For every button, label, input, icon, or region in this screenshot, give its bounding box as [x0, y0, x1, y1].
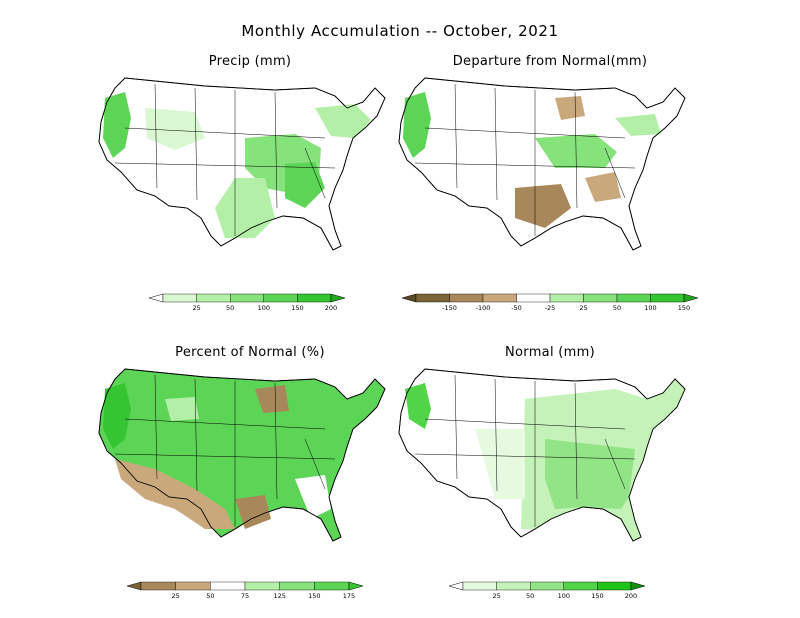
legend-tick-label: 50: [226, 304, 234, 312]
legend-precip: 25 50 100 150 200: [147, 292, 347, 318]
panel-departure: Departure from Normal(mm) -150 -100 -50 -25…: [385, 54, 715, 314]
legend-arrow-high: [630, 581, 646, 591]
map-percent: [98, 368, 386, 542]
legend-tick-label: 100: [644, 304, 656, 312]
legend-arrow-high: [330, 293, 346, 303]
legend-swatch: [415, 293, 450, 303]
us-map-percent: [98, 368, 386, 542]
legend-svg-precip: 25 50 100 150 200: [148, 293, 346, 312]
legend-arrow-low: [148, 293, 164, 303]
legend-arrow-low: [401, 293, 417, 303]
panel-title-precip: Precip (mm): [208, 54, 292, 69]
legend-svg-normal: 25 50 100 150 200: [448, 581, 646, 600]
us-map-departure: [398, 77, 686, 251]
legend-swatch: [210, 581, 246, 591]
legend-normal: 25 50 100 150 200: [447, 580, 647, 606]
legend-tick-label: 150: [678, 304, 690, 312]
panel-title-percent: Percent of Normal (%): [175, 345, 325, 360]
legend-tick-label: -100: [476, 304, 491, 312]
legend-tick-label: 150: [308, 592, 320, 600]
legend-tick-label: 25: [492, 592, 500, 600]
map-precip: [98, 77, 386, 251]
legend-swatch: [583, 293, 618, 303]
legend-tick-label: -150: [442, 304, 457, 312]
legend-tick-label: -50: [511, 304, 522, 312]
legend-tick-label: 200: [625, 592, 637, 600]
legend-swatch: [196, 293, 231, 303]
map-departure: [398, 77, 686, 251]
panel-normal: Normal (mm) 25 50 100 150 200: [385, 345, 715, 605]
legend-departure: -150 -100 -50 -25 25 50 100 150: [400, 292, 700, 318]
legend-swatch: [462, 581, 497, 591]
legend-swatch: [263, 293, 298, 303]
map-normal: [398, 368, 686, 542]
legend-svg-percent: 25 50 75 125 150 175: [126, 581, 364, 600]
legend-swatch: [449, 293, 484, 303]
legend-tick-label: 175: [343, 592, 355, 600]
legend-tick-label: 100: [258, 304, 270, 312]
legend-swatch: [244, 581, 280, 591]
legend-swatch: [175, 581, 211, 591]
legend-tick-label: 50: [526, 592, 534, 600]
legend-tick-label: 50: [613, 304, 621, 312]
panel-precip: Precip (mm) 25 50 100 150 200: [85, 54, 415, 314]
legend-arrow-low: [448, 581, 464, 591]
legend-swatch: [516, 293, 551, 303]
legend-swatch: [529, 581, 564, 591]
legend-tick-label: 125: [273, 592, 285, 600]
panel-title-departure: Departure from Normal(mm): [452, 54, 648, 69]
legend-swatch: [297, 293, 332, 303]
legend-swatch: [279, 581, 315, 591]
legend-swatch: [162, 293, 197, 303]
legend-tick-label: 25: [172, 592, 180, 600]
legend-tick-label: 25: [579, 304, 587, 312]
legend-arrow-high: [348, 581, 364, 591]
legend-swatch: [140, 581, 176, 591]
legend-tick-label: 75: [241, 592, 249, 600]
legend-arrow-low: [126, 581, 142, 591]
legend-percent: 25 50 75 125 150 175: [125, 580, 365, 606]
legend-swatch: [314, 581, 350, 591]
legend-tick-label: 150: [591, 592, 603, 600]
legend-tick-label: 200: [325, 304, 337, 312]
panel-title-normal: Normal (mm): [505, 345, 595, 360]
legend-swatch: [616, 293, 651, 303]
legend-swatch: [496, 581, 531, 591]
legend-tick-label: 25: [192, 304, 200, 312]
legend-swatch: [650, 293, 685, 303]
legend-arrow-high: [683, 293, 699, 303]
legend-tick-label: -25: [545, 304, 556, 312]
legend-tick-label: 50: [206, 592, 214, 600]
panel-percent: Percent of Normal (%) 25 50 75 125 150 175: [85, 345, 415, 605]
us-map-normal: [398, 368, 686, 542]
legend-swatch: [563, 581, 598, 591]
legend-svg-departure: -150 -100 -50 -25 25 50 100 150: [401, 293, 699, 312]
legend-swatch: [597, 581, 632, 591]
legend-swatch: [229, 293, 264, 303]
legend-swatch: [482, 293, 517, 303]
legend-tick-label: 100: [558, 592, 570, 600]
us-map-precip: [98, 77, 386, 251]
figure-title: Monthly Accumulation -- October, 2021: [241, 22, 559, 40]
legend-tick-label: 150: [291, 304, 303, 312]
legend-swatch: [549, 293, 584, 303]
